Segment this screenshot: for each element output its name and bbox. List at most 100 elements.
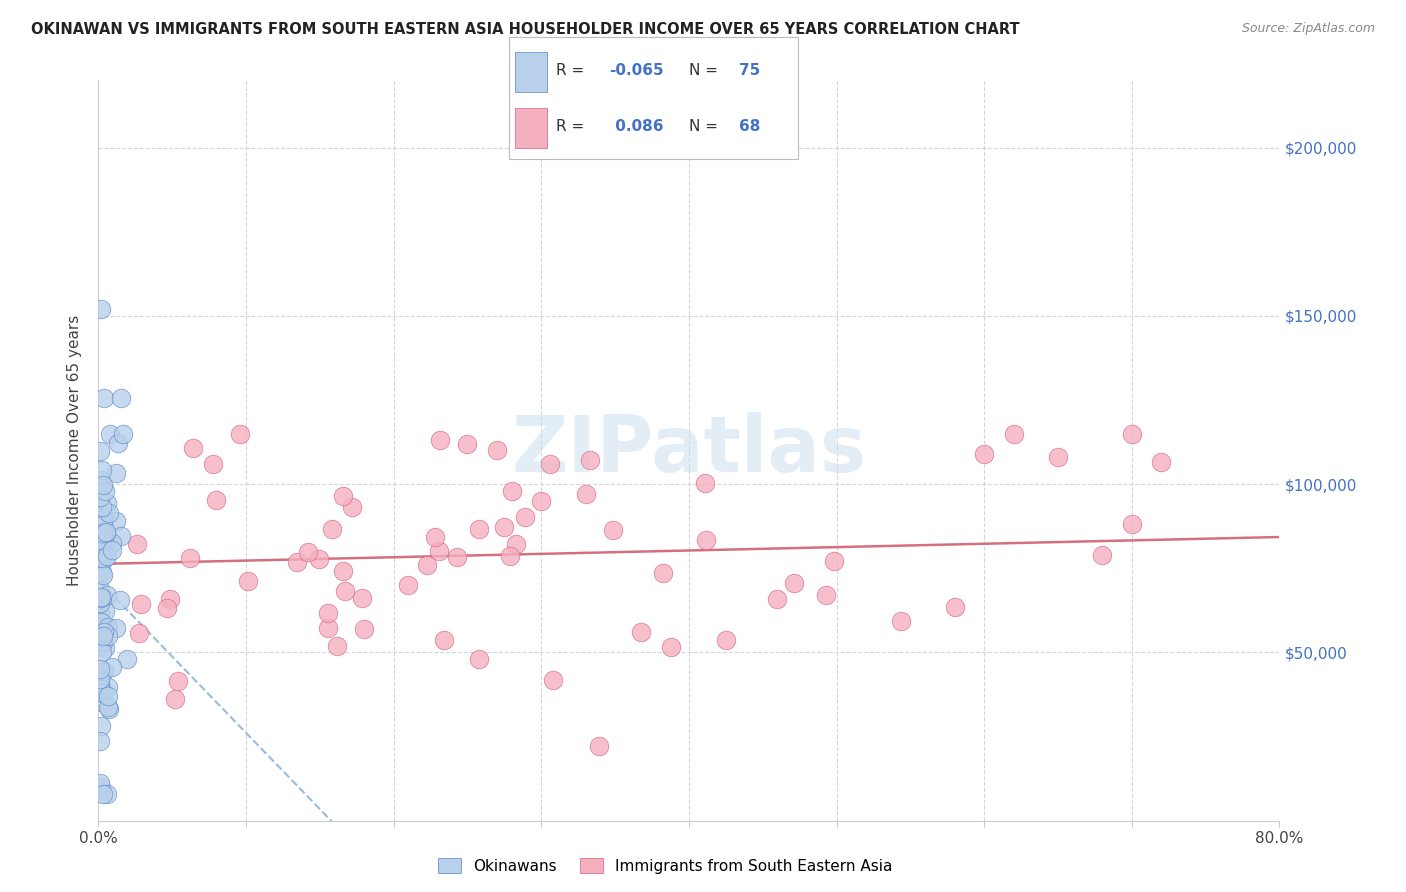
Point: [467, 522, 489, 536]
Point: [91, 645, 114, 659]
Point: [602, 523, 624, 537]
Point: [93, 624, 115, 639]
Point: [427, 544, 450, 558]
Point: [350, 591, 373, 605]
Text: -0.065: -0.065: [610, 63, 664, 78]
Point: [165, 691, 187, 706]
Point: [96, 787, 118, 801]
Point: [96, 549, 118, 563]
Point: [429, 434, 451, 448]
Point: [108, 593, 131, 607]
Point: [93, 552, 115, 566]
Point: [93, 696, 115, 710]
Point: [166, 674, 188, 689]
Point: [89, 734, 111, 748]
Point: [159, 591, 181, 606]
Point: [416, 558, 439, 573]
Point: [1046, 450, 1070, 464]
Point: [93, 512, 115, 526]
Point: [96, 496, 118, 510]
Point: [91, 500, 114, 514]
Point: [89, 548, 111, 562]
Point: [89, 672, 111, 686]
Point: [89, 443, 111, 458]
Point: [91, 568, 114, 582]
Point: [333, 584, 356, 599]
Point: [91, 634, 114, 648]
Point: [89, 619, 111, 633]
Point: [98, 506, 121, 520]
Point: [101, 535, 124, 549]
Point: [96, 629, 118, 643]
Point: [766, 591, 789, 606]
Point: [202, 457, 225, 471]
Point: [97, 700, 120, 714]
Point: [179, 551, 201, 566]
Legend: Okinawans, Immigrants from South Eastern Asia: Okinawans, Immigrants from South Eastern…: [432, 852, 898, 880]
Point: [91, 477, 114, 491]
Text: R =: R =: [557, 120, 589, 135]
Point: [297, 545, 319, 559]
Point: [396, 577, 419, 591]
Point: [973, 446, 995, 460]
Point: [353, 623, 375, 637]
Point: [97, 702, 120, 716]
Text: OKINAWAN VS IMMIGRANTS FROM SOUTH EASTERN ASIA HOUSEHOLDER INCOME OVER 65 YEARS : OKINAWAN VS IMMIGRANTS FROM SOUTH EASTER…: [31, 22, 1019, 37]
Text: N =: N =: [689, 120, 723, 135]
Point: [94, 484, 117, 499]
Point: [538, 457, 561, 471]
Point: [101, 659, 124, 673]
Point: [107, 436, 129, 450]
Point: [89, 582, 111, 597]
Point: [112, 427, 135, 442]
Point: [1002, 426, 1025, 441]
Point: [575, 487, 598, 501]
Point: [652, 566, 675, 581]
Point: [90, 682, 112, 697]
Point: [90, 566, 112, 580]
Point: [318, 621, 340, 635]
Point: [93, 664, 115, 678]
Point: [91, 629, 114, 643]
Point: [90, 508, 112, 522]
Point: [1121, 517, 1143, 532]
Point: [695, 475, 717, 490]
Point: [89, 607, 111, 621]
Point: [332, 565, 354, 579]
Text: 68: 68: [740, 120, 761, 135]
Point: [783, 575, 806, 590]
Text: 0.086: 0.086: [610, 120, 664, 135]
Point: [105, 467, 128, 481]
Point: [89, 662, 111, 676]
Point: [89, 596, 111, 610]
Point: [90, 719, 112, 733]
Point: [90, 462, 112, 476]
Point: [105, 514, 128, 528]
Point: [321, 522, 343, 536]
Point: [308, 551, 330, 566]
Point: [93, 391, 115, 405]
Point: [91, 518, 114, 533]
Point: [129, 597, 152, 611]
Point: [943, 599, 966, 614]
Point: [96, 588, 118, 602]
Point: [110, 528, 132, 542]
Point: [127, 537, 149, 551]
Point: [89, 675, 111, 690]
Point: [91, 526, 114, 541]
Point: [457, 436, 479, 450]
FancyBboxPatch shape: [515, 52, 547, 92]
FancyBboxPatch shape: [515, 108, 547, 148]
Point: [104, 621, 127, 635]
Text: R =: R =: [557, 63, 589, 78]
Point: [486, 443, 509, 458]
Point: [890, 615, 912, 629]
Point: [90, 590, 112, 604]
Point: [433, 633, 456, 648]
Point: [446, 549, 468, 564]
Point: [91, 686, 114, 700]
Point: [89, 490, 111, 504]
Point: [97, 690, 120, 704]
Point: [423, 530, 446, 544]
Point: [90, 535, 112, 549]
